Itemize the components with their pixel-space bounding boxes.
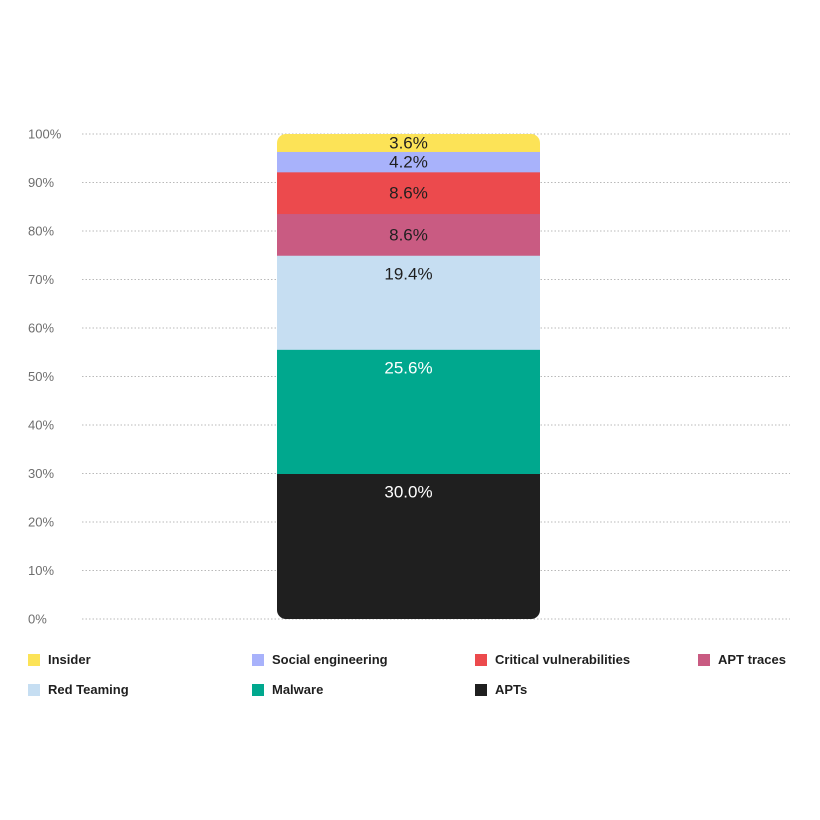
data-label: 25.6% (384, 358, 432, 377)
legend-swatch-critical-vulnerabilities (475, 653, 487, 666)
y-tick-label: 50% (28, 369, 54, 384)
data-label: 19.4% (384, 264, 432, 283)
legend-item-apts: APTs (475, 682, 527, 697)
legend-label: Insider (48, 652, 91, 667)
legend-swatch-apt-traces (698, 653, 710, 666)
legend-item-malware: Malware (252, 682, 323, 697)
y-tick-label: 80% (28, 224, 54, 239)
y-tick-label: 30% (28, 466, 54, 481)
y-tick-label: 20% (28, 515, 54, 530)
bar-segment-apts (277, 473, 540, 619)
legend-row: Insider Social engineering Critical vuln… (28, 652, 798, 682)
legend-item-red-teaming: Red Teaming (28, 682, 129, 697)
legend: Insider Social engineering Critical vuln… (28, 652, 798, 712)
segment-labels: 30.0% 25.6% 19.4% 8.6% 8.6% 4.2%3.6% (384, 134, 432, 502)
y-tick-label: 90% (28, 175, 54, 190)
bar-segment-malware (277, 349, 540, 474)
stacked-bar-chart: 0% 10% 20% 30% 40% 50% 60% 70% 80% 90% 100% 30.0% 2… (28, 127, 790, 627)
data-label: 8.6% (389, 184, 428, 203)
legend-item-apt-traces: APT traces (698, 652, 786, 667)
y-tick-label: 40% (28, 418, 54, 433)
legend-item-social-engineering: Social engineering (252, 652, 388, 667)
legend-label: APT traces (718, 652, 786, 667)
legend-label: Malware (272, 682, 324, 697)
legend-swatch-malware (252, 683, 264, 696)
legend-swatch-apts (475, 683, 487, 696)
legend-label: Social engineering (272, 652, 388, 667)
y-axis-ticks: 0% 10% 20% 30% 40% 50% 60% 70% 80% 90% 100% (28, 127, 62, 627)
legend-row: Red Teaming Malware APTs (28, 682, 798, 712)
legend-swatch-insider (28, 653, 40, 666)
bar-segment-red-teaming (277, 255, 540, 350)
data-label: 4.2% (389, 153, 428, 172)
bar-segment-apt-traces (277, 213, 540, 256)
stacked-bar (277, 134, 540, 619)
y-tick-label: 70% (28, 272, 54, 287)
bar-segment-social-engineering (277, 151, 540, 173)
legend-item-insider: Insider (28, 652, 91, 667)
legend-swatch-red-teaming (28, 683, 40, 696)
y-tick-label: 60% (28, 321, 54, 336)
y-tick-label: 0% (28, 612, 47, 627)
data-label: 8.6% (389, 225, 428, 244)
y-tick-label: 10% (28, 563, 54, 578)
data-label: 3.6% (389, 134, 428, 153)
legend-label: Critical vulnerabilities (495, 652, 631, 667)
bar-segment-insider (277, 134, 540, 152)
legend-label: Red Teaming (48, 682, 129, 697)
data-label: 30.0% (384, 483, 432, 502)
legend-label: APTs (495, 682, 528, 697)
legend-swatch-social-engineering (252, 653, 264, 666)
y-tick-label: 100% (28, 127, 62, 142)
legend-item-critical-vulnerabilities: Critical vulnerabilities (475, 652, 630, 667)
bar-segment-critical-vulnerabilities (277, 171, 540, 215)
